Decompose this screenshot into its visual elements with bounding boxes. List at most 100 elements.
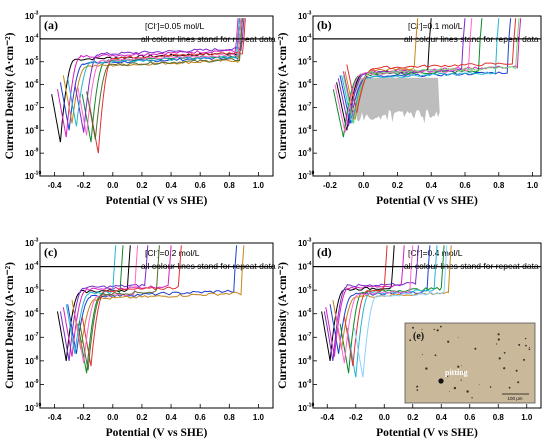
polarization-curve (59, 18, 242, 131)
pit-dot (478, 383, 480, 385)
y-tick-label: 10 (298, 357, 307, 366)
pit-dot (503, 367, 506, 370)
plot-frame (312, 242, 542, 409)
y-tick-exponent: -5 (34, 56, 39, 62)
y-tick-exponent: -9 (307, 148, 312, 154)
y-tick-exponent: -4 (307, 33, 312, 39)
y-tick-label: 10 (298, 81, 307, 90)
y-tick-label: 10 (25, 357, 34, 366)
polarization-curve (353, 245, 448, 378)
polarization-curve (74, 18, 245, 133)
y-tick-exponent: -10 (34, 403, 41, 409)
x-tick-label: 0.2 (136, 181, 148, 190)
pit-dot (446, 375, 449, 378)
y-axis-label: Current Density (A·cm⁻²) (4, 32, 16, 159)
repeat-data-note: all colour lines stand for repeat data (141, 261, 276, 271)
x-tick-label: 0.8 (493, 413, 505, 422)
y-tick-label: 10 (25, 103, 34, 112)
pit-dot (433, 328, 435, 331)
plot-frame (312, 15, 542, 177)
x-tick-label: -0.2 (77, 181, 91, 190)
pit-dot (518, 343, 521, 346)
pit-dot (497, 333, 500, 336)
x-tick-label: 0.0 (107, 181, 119, 190)
y-tick-label: 10 (25, 149, 34, 158)
y-tick-exponent: -7 (34, 102, 39, 108)
polarization-curve (339, 245, 445, 374)
pit-dot (471, 397, 473, 399)
x-tick-label: 0.6 (464, 413, 476, 422)
y-tick-label: 10 (298, 404, 307, 413)
polarization-curve (86, 18, 243, 140)
polarization-curve (74, 245, 139, 364)
y-tick-exponent: -4 (307, 261, 312, 267)
x-tick-label: 0.8 (224, 181, 236, 190)
y-tick-exponent: -3 (34, 11, 39, 17)
x-axis-label: Potential (V vs SHE) (106, 427, 208, 439)
x-tick-label: -0.2 (77, 413, 91, 422)
polarization-curve (65, 245, 117, 354)
y-tick-label: 10 (298, 103, 307, 112)
y-tick-label: 10 (298, 333, 307, 342)
y-tick-exponent: -10 (307, 403, 314, 409)
pitting-micrograph-inset: (e) pitting 100 μm (404, 322, 536, 404)
y-tick-exponent: -5 (307, 56, 312, 62)
pit-dot (489, 386, 492, 388)
y-tick-label: 10 (25, 35, 34, 44)
pit-dot (447, 340, 450, 343)
y-tick-label: 10 (298, 172, 307, 181)
polarization-curve (346, 18, 517, 113)
chloride-concentration-label: [Cl-]=0.05 mol/L (145, 21, 205, 31)
pit-dot (416, 389, 419, 391)
panel-label: (a) (44, 18, 58, 32)
series-group (332, 18, 522, 138)
y-tick-label: 10 (25, 58, 34, 67)
y-tick-exponent: -6 (34, 79, 39, 85)
y-tick-exponent: -6 (307, 79, 312, 85)
x-tick-label: 0.4 (166, 413, 178, 422)
polarization-curve (57, 18, 239, 138)
y-tick-label: 10 (298, 149, 307, 158)
pit-dot (474, 347, 477, 350)
x-tick-label: 0.2 (407, 413, 419, 422)
x-tick-label: 1.0 (253, 413, 265, 422)
y-tick-label: 10 (25, 404, 34, 413)
pit-dot (525, 344, 527, 347)
pit-dot (440, 325, 442, 328)
polarization-curve (346, 245, 438, 378)
pit-dot (449, 391, 450, 393)
y-tick-label: 10 (298, 239, 307, 248)
plot-frame (39, 242, 274, 409)
y-tick-exponent: -3 (307, 238, 312, 244)
y-tick-exponent: -9 (34, 379, 39, 385)
y-tick-label: 10 (25, 81, 34, 90)
chloride-concentration-label: [Cl-]=0.1 mol/L (408, 21, 463, 31)
x-axis-label: Potential (V vs SHE) (106, 195, 208, 207)
noise-region (355, 77, 440, 124)
pit-dot (421, 353, 423, 355)
chloride-concentration-label: [Cl-]=0.4 mol/L (408, 248, 463, 258)
y-tick-exponent: -7 (307, 332, 312, 338)
repeat-data-note: all colour lines stand for repeat data (404, 261, 539, 271)
pit-dot (528, 348, 531, 351)
pit-dot (461, 365, 463, 367)
pit-dot (462, 371, 465, 373)
pit-dot (522, 358, 525, 361)
y-tick-exponent: -4 (34, 33, 39, 39)
x-tick-label: 0.2 (392, 181, 404, 190)
y-tick-exponent: -3 (307, 11, 312, 17)
pitting-caption: pitting (445, 368, 468, 377)
chloride-concentration-label: [Cl-]=0.2 mol/L (145, 248, 200, 258)
x-tick-label: 1.0 (527, 181, 539, 190)
y-tick-exponent: -10 (34, 171, 41, 177)
y-tick-label: 10 (25, 310, 34, 319)
polarization-curve (343, 245, 388, 367)
x-tick-label: 0.0 (379, 413, 391, 422)
x-tick-label: -0.2 (323, 181, 337, 190)
y-tick-exponent: -8 (34, 125, 39, 131)
y-tick-label: 10 (25, 12, 34, 21)
